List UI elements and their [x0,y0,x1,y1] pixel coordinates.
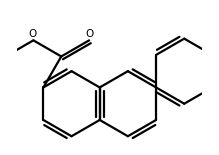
Text: O: O [86,29,94,39]
Text: O: O [28,29,37,39]
